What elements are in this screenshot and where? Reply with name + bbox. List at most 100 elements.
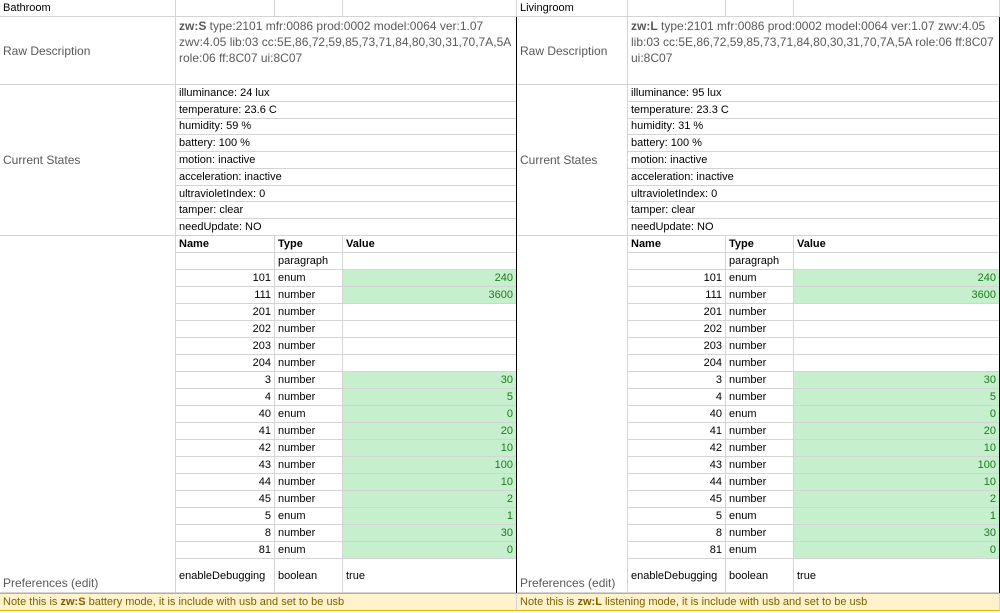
pref-name: 111 (628, 287, 726, 304)
pref-name: 3 (628, 372, 726, 389)
pref-type: enum (726, 542, 794, 559)
text: zw:S (179, 19, 207, 33)
state: tamper: clear (628, 202, 1000, 220)
pref-name: 8 (628, 525, 726, 542)
pref-value: 10 (343, 474, 517, 491)
pref-type: enum (726, 406, 794, 423)
pref-name: 204 (176, 355, 275, 372)
pref-value (794, 338, 1000, 355)
pref-value (343, 304, 517, 321)
pref-type: number (726, 491, 794, 508)
pref-value (343, 253, 517, 270)
column-header: Name (628, 236, 726, 253)
pref-type: number (275, 525, 343, 542)
pref-type: number (275, 491, 343, 508)
panel-title: Bathroom (0, 0, 176, 17)
pref-name: 101 (628, 270, 726, 287)
pref-value: 30 (794, 525, 1000, 542)
pref-value: 240 (794, 270, 1000, 287)
pref-type: number (726, 287, 794, 304)
pref-value: 5 (343, 389, 517, 406)
pref-value: 100 (794, 457, 1000, 474)
pref-type: number (726, 372, 794, 389)
pref-type: enum (726, 270, 794, 287)
pref-value (794, 253, 1000, 270)
state: acceleration: inactive (628, 168, 1000, 186)
pref-name: 40 (176, 406, 275, 423)
pref-value: 0 (343, 542, 517, 559)
panel-title: Livingroom (517, 0, 628, 17)
preferences-label: Preferences (edit) (0, 236, 176, 593)
pref-type: enum (275, 508, 343, 525)
pref-name: 45 (628, 491, 726, 508)
state: humidity: 31 % (628, 118, 1000, 136)
pref-type: number (275, 372, 343, 389)
pref-type: enum (275, 542, 343, 559)
pref-name: 111 (176, 287, 275, 304)
text: type:2101 mfr:0086 prod:0002 model:0064 … (631, 19, 994, 65)
pref-value: 3600 (343, 287, 517, 304)
pref-name (176, 253, 275, 270)
pref-name: 201 (176, 304, 275, 321)
pref-value: 0 (794, 406, 1000, 423)
panel-border (516, 17, 517, 593)
pref-value (343, 321, 517, 338)
pref-name: 43 (628, 457, 726, 474)
column-header: Type (275, 236, 343, 253)
pref-type: enum (275, 406, 343, 423)
raw-label: Raw Description (0, 17, 176, 85)
pref-type: enum (726, 508, 794, 525)
pref-name: 40 (628, 406, 726, 423)
states-label: Current States (517, 85, 628, 236)
pref-value: true (343, 559, 517, 593)
pref-name: 81 (176, 542, 275, 559)
pref-name: 41 (176, 423, 275, 440)
pref-name: 44 (176, 474, 275, 491)
state: humidity: 59 % (176, 118, 517, 136)
raw-description: zw:L type:2101 mfr:0086 prod:0002 model:… (628, 17, 1000, 85)
pref-type: number (275, 440, 343, 457)
pref-name (628, 253, 726, 270)
state: illuminance: 95 lux (628, 85, 1000, 102)
pref-name: 203 (628, 338, 726, 355)
column-header: Type (726, 236, 794, 253)
pref-value: 30 (794, 372, 1000, 389)
raw-description: zw:S type:2101 mfr:0086 prod:0002 model:… (176, 17, 517, 85)
pref-name: 43 (176, 457, 275, 474)
pref-value: 10 (794, 440, 1000, 457)
pref-value: 5 (794, 389, 1000, 406)
pref-type: number (726, 440, 794, 457)
pref-type: number (275, 474, 343, 491)
column-header: Value (794, 236, 1000, 253)
pref-value: 2 (343, 491, 517, 508)
text: type:2101 mfr:0086 prod:0002 model:0064 … (179, 19, 511, 65)
pref-value: 10 (343, 440, 517, 457)
pref-name: 4 (628, 389, 726, 406)
pref-name: 201 (628, 304, 726, 321)
pref-value: 2 (794, 491, 1000, 508)
state: needUpdate: NO (176, 219, 517, 236)
pref-type: number (275, 304, 343, 321)
pref-name: enableDebugging (628, 559, 726, 593)
state: ultravioletIndex: 0 (628, 185, 1000, 203)
pref-value: 20 (343, 423, 517, 440)
empty-cell (275, 0, 343, 17)
pref-type: number (726, 423, 794, 440)
pref-name: 41 (628, 423, 726, 440)
text: Note this is (520, 596, 578, 608)
pref-value: 30 (343, 372, 517, 389)
pref-value (343, 338, 517, 355)
pref-type: number (726, 321, 794, 338)
pref-name: 45 (176, 491, 275, 508)
pref-value: 10 (794, 474, 1000, 491)
preferences-label: Preferences (edit) (517, 236, 628, 593)
column-header: Value (343, 236, 517, 253)
pref-type: boolean (275, 559, 343, 593)
pref-type: number (726, 304, 794, 321)
pref-type: paragraph (726, 253, 794, 270)
pref-name: 101 (176, 270, 275, 287)
pref-value: 30 (343, 525, 517, 542)
pref-value: 240 (343, 270, 517, 287)
text: battery mode, it is include with usb and… (85, 596, 345, 608)
